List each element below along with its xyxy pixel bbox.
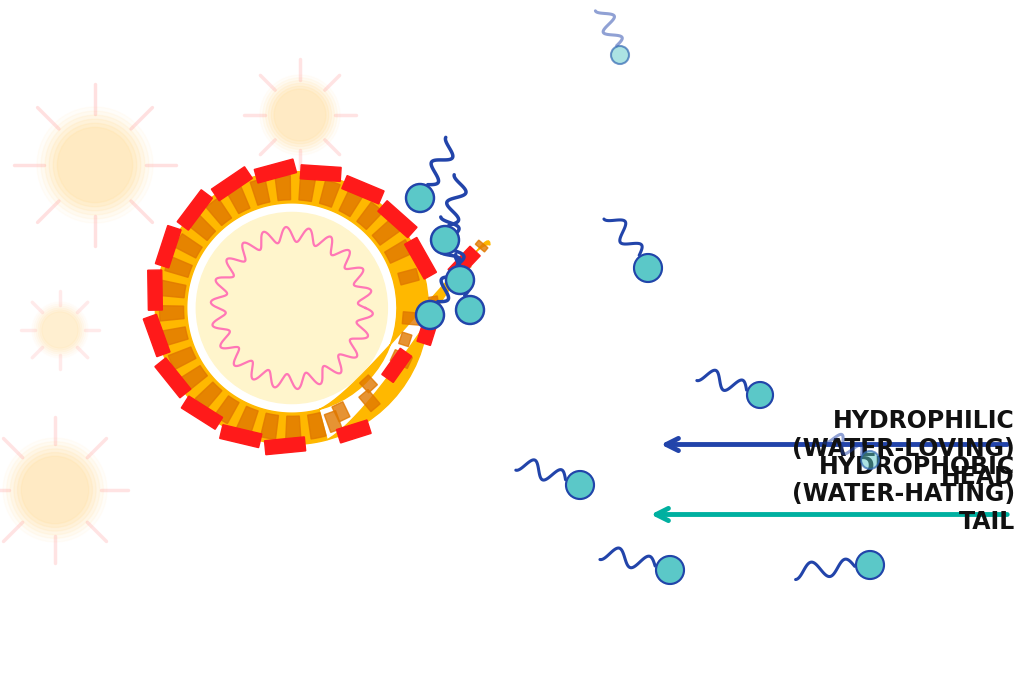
Circle shape [274,89,326,141]
Circle shape [10,445,99,535]
Circle shape [566,471,594,499]
Circle shape [456,296,484,324]
Text: HYDROPHOBIC
(WATER-HATING)
TAIL: HYDROPHOBIC (WATER-HATING) TAIL [792,454,1015,534]
Polygon shape [398,269,419,285]
Polygon shape [385,239,413,263]
Polygon shape [299,176,315,202]
Circle shape [6,442,103,538]
Polygon shape [179,365,208,391]
Polygon shape [162,327,188,346]
Circle shape [17,453,92,527]
Circle shape [746,382,773,408]
Polygon shape [378,201,417,238]
Polygon shape [402,312,422,326]
Circle shape [38,308,82,352]
Circle shape [611,46,629,64]
Polygon shape [250,178,270,205]
Circle shape [416,301,444,329]
Polygon shape [156,225,181,268]
Polygon shape [372,219,399,245]
Polygon shape [275,176,291,201]
Circle shape [265,80,335,149]
Polygon shape [206,198,231,225]
Polygon shape [339,189,362,217]
Circle shape [36,306,84,354]
Polygon shape [356,202,383,230]
Polygon shape [337,420,371,443]
Polygon shape [319,241,490,440]
Circle shape [656,556,684,584]
Polygon shape [174,234,202,258]
Polygon shape [300,164,341,181]
Circle shape [49,119,141,211]
Polygon shape [260,413,279,440]
Polygon shape [211,167,252,201]
Polygon shape [168,347,196,370]
Circle shape [856,551,884,579]
Circle shape [271,86,329,144]
Circle shape [42,312,78,348]
Polygon shape [214,395,239,423]
Circle shape [41,111,148,219]
Polygon shape [147,270,163,310]
Polygon shape [332,402,350,422]
Polygon shape [188,214,215,241]
Circle shape [268,83,332,146]
Circle shape [406,184,434,212]
Polygon shape [254,159,297,183]
Polygon shape [417,311,440,345]
Polygon shape [359,375,378,393]
Polygon shape [160,306,184,321]
Polygon shape [177,190,212,230]
Circle shape [446,266,474,294]
Circle shape [861,451,879,469]
Polygon shape [286,416,301,440]
Polygon shape [319,180,340,207]
Polygon shape [342,176,384,204]
Circle shape [37,107,153,223]
Circle shape [40,310,80,350]
Polygon shape [390,349,413,368]
Polygon shape [264,437,306,455]
Polygon shape [181,396,222,429]
Text: HYDROPHILIC
(WATER-LOVING)
HEAD: HYDROPHILIC (WATER-LOVING) HEAD [793,410,1015,489]
Circle shape [14,449,96,531]
Polygon shape [404,237,436,279]
Circle shape [34,304,86,356]
Polygon shape [237,406,258,434]
Circle shape [45,115,144,215]
Circle shape [3,438,106,542]
Polygon shape [307,412,326,439]
Polygon shape [325,411,342,433]
Circle shape [263,78,337,152]
Polygon shape [160,281,186,297]
Polygon shape [156,172,420,444]
Polygon shape [196,382,222,409]
Polygon shape [449,246,480,279]
Polygon shape [155,358,190,398]
Circle shape [260,75,340,155]
Polygon shape [227,186,250,214]
Polygon shape [358,389,380,412]
Circle shape [634,254,662,282]
Polygon shape [165,256,193,277]
Polygon shape [382,349,412,382]
Circle shape [57,127,133,203]
Circle shape [53,123,137,206]
Polygon shape [143,314,170,357]
Polygon shape [458,257,471,272]
Polygon shape [220,425,262,447]
Circle shape [22,456,89,524]
Polygon shape [475,240,488,252]
Circle shape [197,213,387,403]
Polygon shape [398,332,412,346]
Circle shape [431,226,459,254]
Polygon shape [428,296,439,309]
